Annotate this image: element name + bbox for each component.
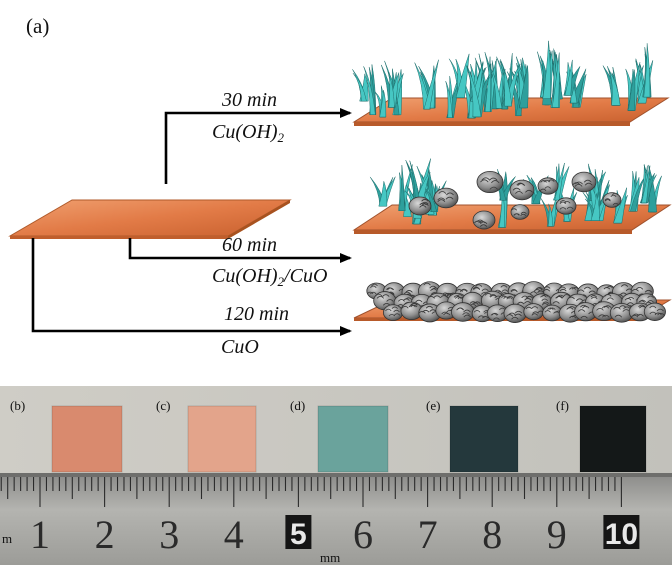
arrow-60min bbox=[128, 238, 352, 263]
ruler-number-box bbox=[285, 515, 312, 549]
nanowire-blade bbox=[564, 59, 573, 96]
arrow-120min bbox=[31, 238, 352, 336]
route-30-time: 30 min bbox=[221, 89, 277, 111]
arrow-30min bbox=[164, 108, 352, 184]
panel-a-label: (a) bbox=[26, 14, 49, 38]
nanowire-blade bbox=[608, 70, 621, 106]
nanowire-blade bbox=[363, 66, 376, 115]
ruler-number: 7 bbox=[418, 512, 438, 557]
sample-label: (b) bbox=[10, 398, 25, 413]
ruler-number: 1 bbox=[30, 512, 50, 557]
nanowire-blade bbox=[388, 75, 395, 108]
ruler-numbers: 1 2 3 4 5 6 7 8 9 10 bbox=[30, 512, 640, 557]
nanowire-blade bbox=[551, 52, 560, 108]
sample-square bbox=[52, 406, 122, 472]
sample-square bbox=[188, 406, 256, 472]
nanowire-blade bbox=[590, 193, 600, 221]
schematic-panel-a: (a) 30 min Cu(OH)2 60 min Cu(OH)2/CuO 12… bbox=[8, 14, 672, 358]
cuo-flower bbox=[537, 177, 559, 195]
route-arrows bbox=[31, 108, 352, 336]
nanowire-blade bbox=[352, 73, 367, 102]
nanowire-blade bbox=[648, 164, 657, 213]
ruler-number: 8 bbox=[482, 512, 502, 557]
nanowire-blade bbox=[628, 69, 636, 111]
cuo-flower bbox=[643, 302, 666, 321]
ruler-number: 10 bbox=[605, 518, 638, 551]
cuo-flower bbox=[602, 192, 622, 208]
nanowire-blade bbox=[542, 40, 551, 99]
nanowire-blade bbox=[488, 64, 503, 109]
nanowire-blade bbox=[643, 43, 651, 98]
route-120-time: 120 min bbox=[224, 303, 289, 325]
ruler-ticks bbox=[0, 477, 622, 507]
nanowire-blade bbox=[455, 53, 470, 98]
cuo-flowers-60min bbox=[408, 170, 622, 230]
ruler-number: 6 bbox=[353, 512, 373, 557]
cuo-flower bbox=[523, 303, 545, 321]
cuo-flower bbox=[510, 204, 530, 220]
cuo-flower bbox=[451, 302, 475, 322]
ruler-unit-m: m bbox=[2, 531, 12, 546]
ruler-number: 9 bbox=[547, 512, 567, 557]
sample-square bbox=[450, 406, 518, 472]
ruler-number-box bbox=[603, 515, 640, 549]
cuo-flower bbox=[472, 210, 496, 230]
sample-label: (c) bbox=[156, 398, 170, 413]
cuo-flower bbox=[555, 197, 577, 215]
route-30-product: Cu(OH)2 bbox=[212, 121, 285, 145]
ruler-number: 5 bbox=[290, 518, 307, 551]
nanowire-blade bbox=[547, 203, 554, 227]
ruler-number: 4 bbox=[224, 512, 244, 557]
sample-photograph: 1 2 3 4 5 6 7 8 9 10 m mm (b) (c) (d) (e) (f) bbox=[0, 386, 672, 565]
nanowire-blade bbox=[613, 187, 627, 224]
ruler-number: 3 bbox=[159, 512, 179, 557]
route-60-product: Cu(OH)2/CuO bbox=[212, 265, 327, 289]
cuo-flower bbox=[571, 171, 597, 193]
nanowire-blade bbox=[466, 65, 482, 118]
starting-copper-foil bbox=[8, 199, 292, 239]
nanowire-blade bbox=[378, 181, 388, 207]
cuo-flower bbox=[383, 304, 404, 321]
cuo-flowers-120min bbox=[366, 281, 666, 323]
ruler-unit-mm: mm bbox=[320, 550, 340, 565]
sample-label: (e) bbox=[426, 398, 440, 413]
route-60-time: 60 min bbox=[222, 234, 277, 256]
cuo-flower bbox=[476, 170, 504, 194]
nanowire-blade bbox=[641, 165, 651, 204]
cuo-flower bbox=[433, 187, 459, 209]
nanowire-blade bbox=[423, 59, 439, 110]
route-120-product: CuO bbox=[221, 336, 259, 358]
ruler-number: 2 bbox=[95, 512, 115, 557]
sample-square bbox=[318, 406, 388, 472]
nanowire-blade bbox=[519, 65, 529, 109]
nanowire-blade bbox=[445, 81, 453, 118]
cuoh2-nanowires-30min bbox=[352, 40, 654, 119]
cuo-flower bbox=[503, 303, 527, 323]
nanowire-blade bbox=[399, 165, 405, 211]
sample-label: (d) bbox=[290, 398, 305, 413]
ruler bbox=[0, 473, 672, 565]
sample-label: (f) bbox=[556, 398, 569, 413]
sample-squares: (b) (c) (d) (e) (f) bbox=[10, 398, 647, 473]
cuo-flower bbox=[592, 301, 616, 321]
sample-square bbox=[580, 406, 646, 472]
nanowire-blade bbox=[484, 56, 491, 113]
nanowire-blade bbox=[379, 90, 387, 118]
cuo-flower bbox=[509, 179, 535, 201]
cuo-flower bbox=[408, 196, 432, 216]
